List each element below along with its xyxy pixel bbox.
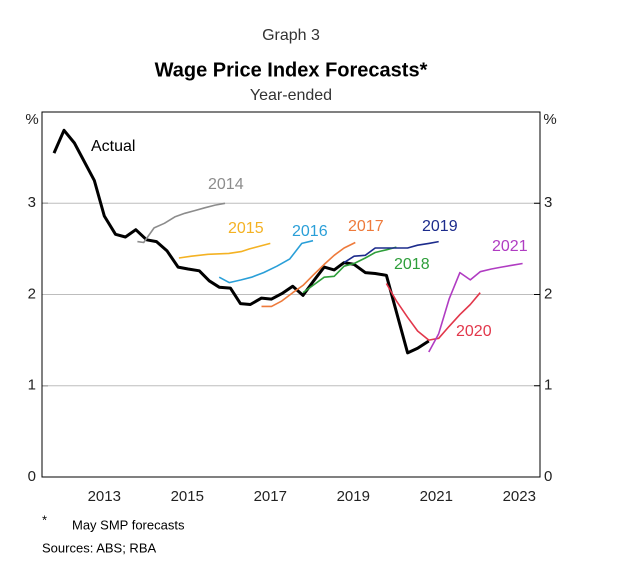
footnote: May SMP forecasts [72,517,185,532]
x-tick-label: 2023 [503,488,536,505]
forecast-line [261,241,356,308]
y-tick-label: 1 [28,377,36,394]
x-tick-label: 2015 [171,488,204,505]
series-label: Actual [91,138,135,155]
series-label: 2017 [348,218,384,235]
x-tick-label: 2017 [254,488,287,505]
series-label: 2019 [422,218,458,235]
graph-label: Graph 3 [262,27,320,44]
x-tick-label: 2021 [420,488,453,505]
footnote-marker: * [42,512,47,527]
series-label: 2018 [394,256,430,273]
forecast-line [218,239,314,284]
series-label: 2021 [492,238,528,255]
y2-tick-label: 2 [544,285,552,302]
y2-tick-label: 3 [544,194,552,211]
y2-tick-label: 0 [544,468,552,485]
forecast-line [385,283,481,341]
sources: Sources: ABS; RBA [42,540,156,555]
forecast-line [428,262,523,353]
forecast-line [137,202,226,244]
forecast-line [343,240,439,264]
series-label: 2016 [292,223,328,240]
actual-line [52,128,430,355]
series-label: 2014 [208,176,244,193]
series-label: 2015 [228,220,264,237]
plot-frame [41,111,541,478]
chart-title: Wage Price Index Forecasts* [155,59,428,81]
y-tick-label: 0 [28,468,36,485]
y-tick-label: 2 [28,285,36,302]
forecast-line [302,246,397,294]
chart-subtitle: Year-ended [250,87,332,104]
y2-tick-label: 1 [544,377,552,394]
forecast-line [178,242,271,259]
y-axis-unit: % [25,111,38,128]
x-tick-label: 2019 [337,488,370,505]
series-label: 2020 [456,323,492,340]
y2-axis-unit: % [543,111,556,128]
x-tick-label: 2013 [88,488,121,505]
y-tick-label: 3 [28,194,36,211]
